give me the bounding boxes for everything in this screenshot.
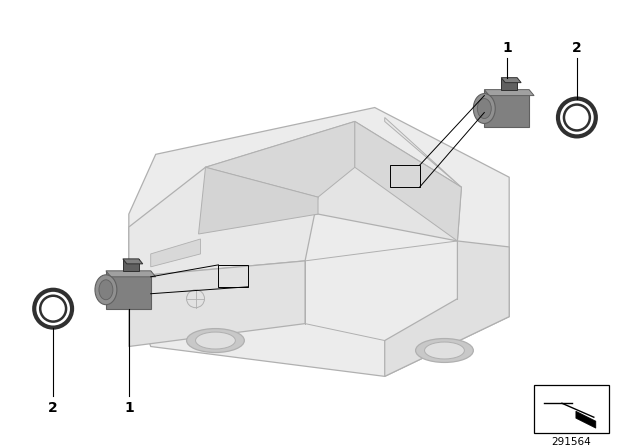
Ellipse shape: [477, 99, 492, 118]
Polygon shape: [385, 241, 509, 376]
Ellipse shape: [187, 328, 244, 353]
Ellipse shape: [564, 104, 590, 130]
Polygon shape: [129, 108, 509, 376]
Polygon shape: [484, 90, 534, 95]
Bar: [534, 385, 609, 433]
Polygon shape: [106, 271, 156, 277]
Text: 291564: 291564: [551, 437, 591, 447]
Text: 2: 2: [572, 41, 582, 55]
Polygon shape: [484, 90, 529, 127]
Ellipse shape: [95, 275, 117, 305]
Polygon shape: [151, 239, 200, 267]
Polygon shape: [385, 117, 461, 187]
Polygon shape: [501, 78, 521, 82]
Polygon shape: [576, 411, 596, 428]
Polygon shape: [205, 121, 355, 197]
Polygon shape: [106, 271, 151, 309]
Ellipse shape: [99, 280, 113, 300]
Ellipse shape: [40, 296, 66, 322]
Bar: [390, 165, 420, 187]
Bar: [218, 265, 248, 287]
Polygon shape: [501, 78, 517, 90]
Text: 1: 1: [502, 41, 512, 55]
Polygon shape: [123, 259, 139, 271]
Ellipse shape: [474, 94, 495, 124]
Ellipse shape: [196, 332, 236, 349]
Text: 1: 1: [124, 401, 134, 415]
Polygon shape: [355, 121, 461, 241]
Polygon shape: [129, 167, 318, 277]
Polygon shape: [198, 121, 461, 241]
Polygon shape: [123, 259, 143, 264]
Text: 2: 2: [48, 401, 58, 415]
Polygon shape: [198, 167, 318, 234]
Ellipse shape: [415, 339, 474, 362]
Polygon shape: [129, 261, 305, 346]
Ellipse shape: [424, 342, 465, 359]
